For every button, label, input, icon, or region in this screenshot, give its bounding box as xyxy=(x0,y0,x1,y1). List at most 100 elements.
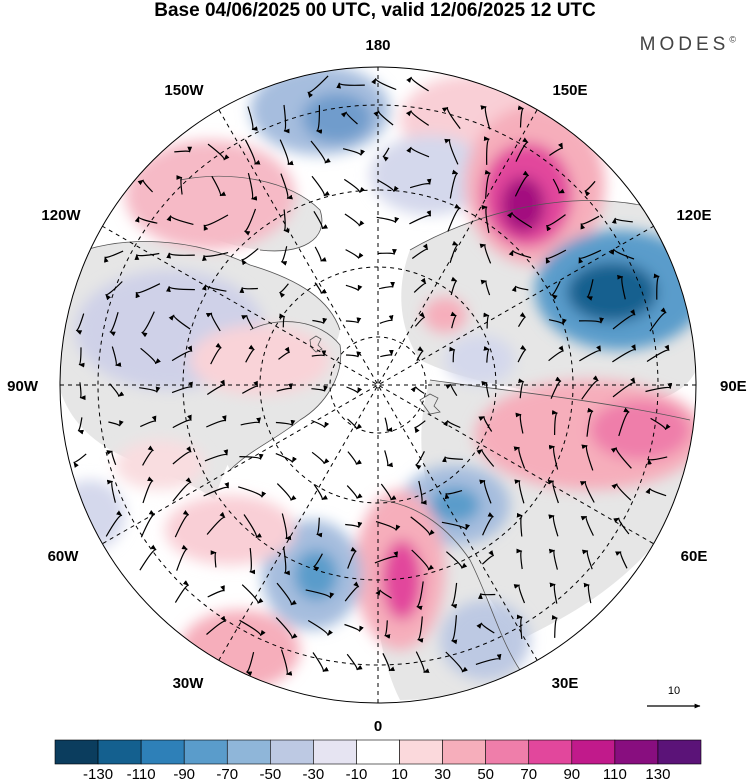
wind-vector xyxy=(515,412,524,434)
wind-vector xyxy=(108,420,124,427)
wind-vector xyxy=(201,284,227,292)
wind-vector xyxy=(279,283,289,298)
wind-vector xyxy=(511,285,529,292)
wind-vector xyxy=(445,651,468,673)
wind-vector xyxy=(653,273,660,300)
wind-vector xyxy=(345,284,363,292)
wind-vector xyxy=(244,139,261,165)
wind-vector xyxy=(275,453,297,463)
colorbar-swatch xyxy=(614,739,659,765)
wind-vector xyxy=(548,345,564,362)
wind-vector xyxy=(168,314,191,330)
wind-vector xyxy=(105,510,123,537)
colorbar-tick-label: -110 xyxy=(127,766,156,783)
colorbar: -130 -110 -90 -70 -50 -30 -10 10 30 50 70 90 110 130 xyxy=(54,739,702,783)
wind-vector xyxy=(174,146,193,153)
wind-vector xyxy=(483,346,490,363)
wind-vector xyxy=(345,521,363,529)
wind-vector xyxy=(77,417,84,435)
wind-vector xyxy=(483,312,490,329)
wind-vector xyxy=(135,283,161,299)
wind-vector xyxy=(411,549,434,571)
wind-vector xyxy=(207,143,230,161)
wind-vector xyxy=(106,479,116,503)
wind-vector xyxy=(206,379,226,395)
wind-vector xyxy=(414,420,426,434)
neg-anomaly-upper xyxy=(370,135,490,215)
wind-vector xyxy=(247,172,258,201)
colorbar-tick-label: 70 xyxy=(520,766,537,783)
wind-vector xyxy=(378,281,395,290)
wind-vector xyxy=(516,614,523,639)
wind-vector xyxy=(307,75,329,98)
wind-vector xyxy=(104,250,124,263)
wind-vector xyxy=(609,248,635,260)
colorbar-tick-label: -130 xyxy=(83,766,113,783)
wind-vector xyxy=(241,584,264,604)
wind-vector xyxy=(204,449,229,462)
wind-vector xyxy=(171,381,193,394)
wind-vector xyxy=(380,483,397,501)
colorbar-tick-label: -10 xyxy=(346,766,368,783)
wind-vector xyxy=(549,582,558,604)
colorbar-swatch xyxy=(657,739,702,765)
wind-vector xyxy=(203,214,229,231)
wind-vector xyxy=(441,456,463,463)
wind-vector xyxy=(645,487,667,497)
colorbar-swatch xyxy=(183,739,228,765)
wind-vector xyxy=(205,312,221,332)
neg-anomaly-sw-core xyxy=(294,550,338,600)
wind-vector xyxy=(240,417,261,426)
wind-vector xyxy=(172,414,192,429)
wind-vector xyxy=(310,140,331,164)
wind-vector xyxy=(344,581,360,602)
wind-vector xyxy=(413,277,427,293)
wind-vector xyxy=(249,548,256,575)
wind-vector xyxy=(417,616,424,643)
lon-label-90w: 90W xyxy=(7,378,39,395)
colorbar-swatch xyxy=(485,739,530,765)
wind-vector xyxy=(578,249,602,264)
wind-vector xyxy=(241,314,254,329)
lon-label-90e: 90E xyxy=(720,378,747,395)
wind-vector xyxy=(382,147,390,162)
wind-vector xyxy=(314,282,327,294)
wind-vector xyxy=(206,415,227,428)
wind-vector xyxy=(346,485,363,499)
wind-vector xyxy=(612,377,636,398)
colorbar-swatch xyxy=(313,739,357,765)
wind-vector xyxy=(514,479,525,504)
wind-vector xyxy=(517,312,526,328)
wind-vector xyxy=(140,347,161,365)
colorbar-tick-label: -50 xyxy=(259,766,281,783)
wind-vector xyxy=(105,281,123,301)
wind-vector xyxy=(278,346,291,360)
wind-vector xyxy=(276,483,297,501)
wind-vector xyxy=(612,309,636,330)
pos-anomaly-inner xyxy=(423,297,467,333)
wind-vector xyxy=(449,240,459,263)
lon-label-30w: 30W xyxy=(173,675,205,692)
wind-vector xyxy=(316,517,323,538)
wind-vector xyxy=(415,451,425,470)
wind-vector xyxy=(476,622,495,634)
wind-vector xyxy=(450,311,457,329)
wind-vector xyxy=(451,615,458,645)
wind-vector xyxy=(345,317,362,324)
wind-vector xyxy=(346,386,363,394)
wind-vector xyxy=(584,180,596,197)
wind-vector xyxy=(344,213,365,227)
longitude-labels: 180 150E 120E 90E 60E 30E 0 30W 60W 90W … xyxy=(7,37,747,735)
wind-vector xyxy=(211,176,227,197)
wind-vector xyxy=(311,385,328,392)
wind-vector xyxy=(449,346,456,363)
wind-vector xyxy=(549,142,564,156)
colorbar-tick-label: 10 xyxy=(391,766,408,783)
wind-vector xyxy=(344,623,364,633)
colorbar-swatch xyxy=(140,739,185,765)
colorbar-swatch xyxy=(97,739,142,765)
wind-vector xyxy=(615,551,628,569)
pos-anomaly-w-mid xyxy=(165,495,295,565)
pos-anomaly-s-core xyxy=(382,540,422,620)
